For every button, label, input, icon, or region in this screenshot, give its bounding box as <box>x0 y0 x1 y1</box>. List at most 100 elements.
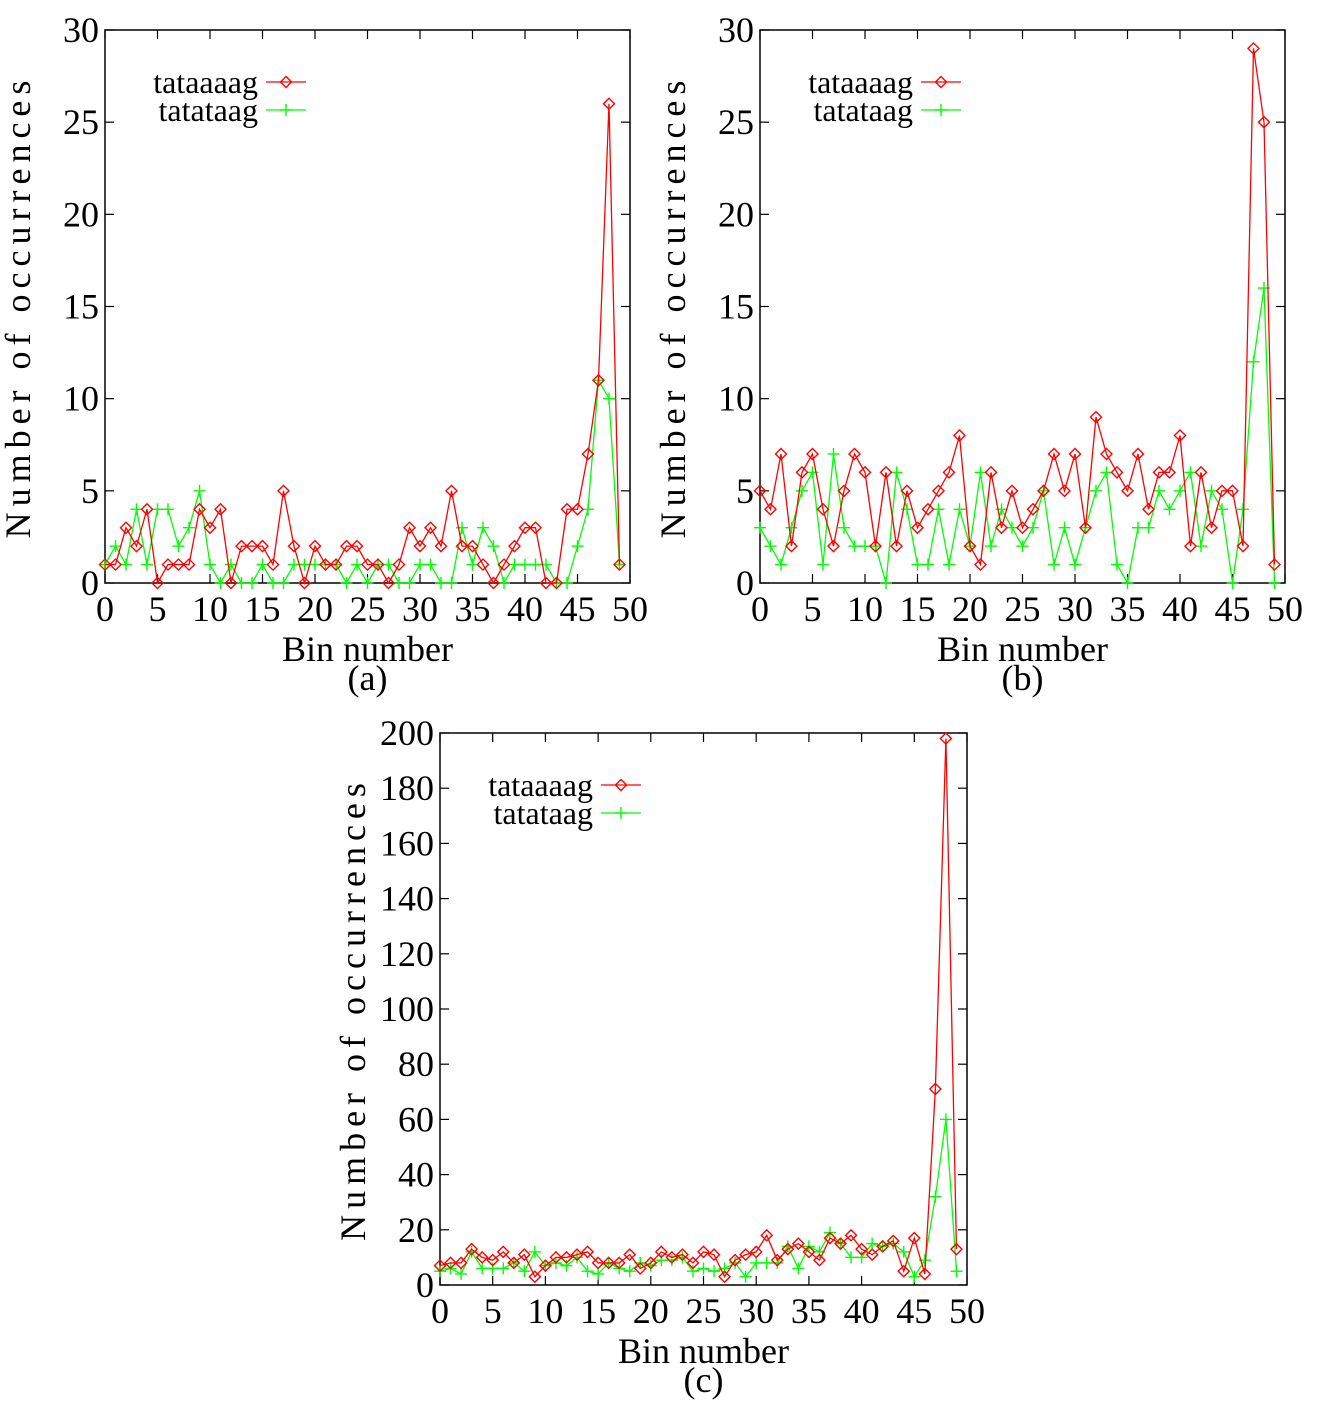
chart-panel-3: 0 5 10 15 20 25 30 35 40 45 5002040608010012014016… <box>333 713 985 1400</box>
data-point-tatataag <box>486 1262 499 1275</box>
data-point-tataaaag <box>1110 465 1124 479</box>
data-point-tatataag <box>267 577 279 589</box>
data-point-tatataag <box>939 1113 952 1126</box>
x-tick-label: 35 <box>455 589 491 629</box>
data-point-tatataag <box>953 503 966 516</box>
data-point-tatataag <box>508 558 521 571</box>
legend-label-tataaaag: tataaaag <box>153 64 258 100</box>
data-point-tatataag <box>518 1265 531 1278</box>
data-point-tataaaag <box>591 1256 605 1270</box>
data-point-tataaaag <box>686 1256 700 1270</box>
x-tick-label: 20 <box>952 589 988 629</box>
data-point-tatataag <box>838 521 850 534</box>
y-tick-label: 100 <box>380 989 434 1029</box>
data-point-tatataag <box>866 1237 879 1250</box>
data-point-tataaaag <box>900 484 914 498</box>
data-point-tataaaag <box>161 558 175 572</box>
data-point-tataaaag <box>1194 465 1208 479</box>
data-point-tataaaag <box>753 484 767 498</box>
y-tick-label: 15 <box>718 287 754 327</box>
data-point-tataaaag <box>932 484 945 498</box>
data-point-tataaaag <box>433 1259 447 1273</box>
data-point-tataaaag <box>602 97 616 111</box>
legend-marker-tatataag <box>280 104 292 116</box>
data-point-tatataag <box>361 577 374 589</box>
data-point-tataaaag <box>413 539 427 553</box>
data-point-tataaaag <box>392 558 406 572</box>
data-point-tatataag <box>298 558 311 571</box>
legend-marker-tatataag <box>615 807 627 819</box>
data-point-tatataag <box>1174 484 1186 497</box>
x-tick-label: 25 <box>1005 589 1041 629</box>
x-tick-label: 25 <box>350 589 386 629</box>
data-point-tataaaag <box>140 502 154 516</box>
data-point-tataaaag <box>816 502 830 516</box>
data-point-tataaaag <box>496 1245 510 1259</box>
data-point-tataaaag <box>592 373 605 387</box>
data-point-tataaaag <box>581 447 595 461</box>
data-point-tataaaag <box>1089 410 1103 424</box>
series-line-tataaaag <box>105 103 621 586</box>
data-point-tataaaag <box>371 558 385 572</box>
data-point-tatataag <box>697 1262 710 1275</box>
data-point-tatataag <box>162 503 174 516</box>
data-point-tatataag <box>665 1254 678 1267</box>
data-point-tatataag <box>1226 577 1239 589</box>
data-point-tataaaag <box>245 539 259 553</box>
data-point-tatataag <box>571 1251 584 1264</box>
data-point-tataaaag <box>1236 539 1250 553</box>
y-tick-label: 10 <box>63 379 99 419</box>
data-point-tatataag <box>561 577 573 589</box>
data-point-tatataag <box>497 1262 510 1275</box>
y-tick-label: 180 <box>380 768 434 808</box>
data-point-tatataag <box>1100 466 1113 479</box>
data-point-tatataag <box>603 392 615 405</box>
data-point-tataaaag <box>1005 484 1019 498</box>
data-point-tatataag <box>435 577 447 589</box>
y-tick-label: 20 <box>63 194 99 234</box>
data-point-tatataag <box>172 540 185 553</box>
data-point-tataaaag <box>749 1245 763 1259</box>
x-tick-label: 15 <box>900 589 936 629</box>
data-point-tatataag <box>183 521 195 534</box>
data-point-tataaaag <box>151 576 164 590</box>
data-point-tataaaag <box>193 502 206 516</box>
data-point-tatataag <box>130 503 143 516</box>
x-tick-label: 30 <box>402 589 438 629</box>
data-point-tatataag <box>1163 503 1176 516</box>
data-point-tatataag <box>985 540 997 553</box>
data-point-tataaaag <box>907 1231 921 1245</box>
data-point-tatataag <box>655 1254 668 1267</box>
data-point-tatataag <box>1153 484 1165 497</box>
legend-marker-tataaaag <box>934 75 948 89</box>
data-point-tataaaag <box>517 1248 531 1262</box>
data-point-tataaaag <box>465 1242 479 1256</box>
data-point-tataaaag <box>571 502 584 516</box>
data-point-tatataag <box>1237 503 1249 516</box>
data-point-tatataag <box>827 447 840 460</box>
data-point-tataaaag <box>1037 484 1050 498</box>
y-tick-label: 0 <box>81 563 99 603</box>
data-point-tataaaag <box>466 539 479 553</box>
data-point-tataaaag <box>1058 484 1071 498</box>
data-point-tataaaag <box>739 1248 753 1262</box>
data-point-tatataag <box>204 558 216 571</box>
data-point-tataaaag <box>475 1250 489 1264</box>
data-point-tatataag <box>1048 558 1060 571</box>
x-tick-label: 10 <box>192 589 228 629</box>
data-point-tatataag <box>560 1259 573 1272</box>
y-tick-label: 25 <box>63 102 99 142</box>
data-point-tataaaag <box>549 1250 563 1264</box>
x-tick-label: 50 <box>612 589 648 629</box>
data-point-tataaaag <box>795 465 809 479</box>
data-point-tataaaag <box>760 1228 774 1242</box>
data-point-tatataag <box>288 558 300 571</box>
data-point-tataaaag <box>1047 447 1061 461</box>
x-tick-label: 15 <box>580 1291 616 1331</box>
data-point-tatataag <box>623 1265 636 1278</box>
data-point-tataaaag <box>570 1248 584 1262</box>
legend-marker-tatataag <box>935 104 947 116</box>
x-axis-title: Bin number <box>618 1331 789 1371</box>
